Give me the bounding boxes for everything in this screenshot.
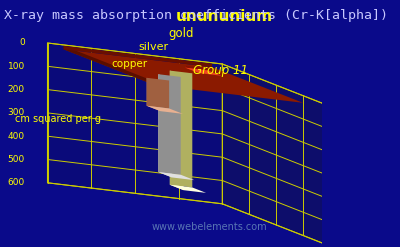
- Text: X-ray mass absorption coefficients (Cr-K[alpha]): X-ray mass absorption coefficients (Cr-K…: [4, 9, 388, 22]
- Text: silver: silver: [138, 42, 168, 52]
- Text: 0: 0: [19, 39, 25, 47]
- Polygon shape: [185, 66, 208, 70]
- Polygon shape: [48, 43, 222, 204]
- Text: 400: 400: [8, 132, 25, 141]
- Polygon shape: [158, 74, 172, 177]
- Polygon shape: [147, 78, 169, 108]
- Text: 200: 200: [8, 85, 25, 94]
- Text: cm squared per g: cm squared per g: [15, 114, 101, 124]
- Polygon shape: [147, 106, 183, 114]
- Polygon shape: [64, 46, 155, 85]
- Text: www.webelements.com: www.webelements.com: [152, 222, 267, 232]
- Text: 100: 100: [8, 62, 25, 71]
- Text: 300: 300: [8, 108, 25, 117]
- Text: unununium: unununium: [176, 9, 273, 24]
- Polygon shape: [185, 68, 222, 76]
- Polygon shape: [222, 64, 329, 246]
- Polygon shape: [64, 49, 303, 103]
- Polygon shape: [185, 66, 199, 73]
- Polygon shape: [158, 74, 181, 175]
- Text: copper: copper: [111, 59, 148, 69]
- Text: gold: gold: [168, 27, 194, 40]
- Polygon shape: [170, 71, 184, 190]
- Polygon shape: [158, 172, 194, 180]
- Text: 600: 600: [8, 178, 25, 187]
- Polygon shape: [170, 185, 206, 193]
- Polygon shape: [64, 46, 212, 67]
- Polygon shape: [147, 78, 160, 111]
- Text: 500: 500: [8, 155, 25, 164]
- Polygon shape: [170, 71, 192, 187]
- Text: Group 11: Group 11: [193, 64, 248, 77]
